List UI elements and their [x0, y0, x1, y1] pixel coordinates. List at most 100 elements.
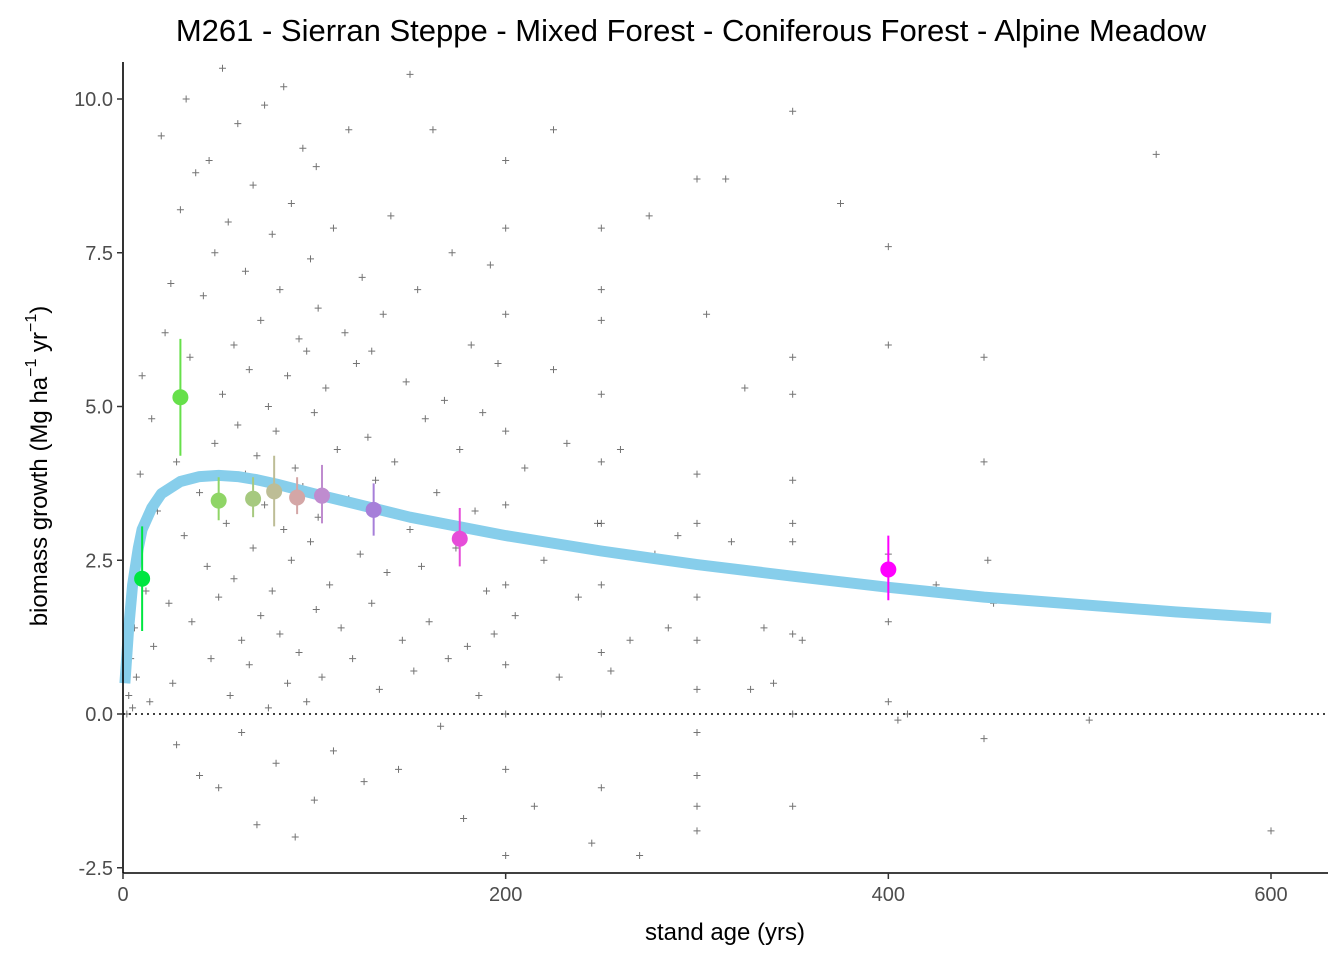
raw-point [770, 679, 778, 687]
mean-point [172, 389, 189, 406]
raw-point [272, 759, 280, 767]
raw-point [980, 458, 988, 466]
raw-point [1085, 716, 1093, 724]
y-axis-title-main: biomass growth (Mg ha [26, 376, 53, 626]
raw-point [307, 255, 315, 263]
raw-point [502, 310, 510, 318]
x-tick-label: 0 [117, 884, 128, 906]
raw-point [312, 605, 320, 613]
raw-point [358, 273, 366, 281]
raw-point [196, 489, 204, 497]
raw-point [284, 372, 292, 380]
raw-point [169, 679, 177, 687]
mean-point [266, 483, 283, 500]
raw-point [295, 649, 303, 656]
raw-point [588, 839, 596, 847]
raw-point [597, 286, 605, 294]
raw-point [272, 427, 280, 435]
raw-point [760, 624, 768, 632]
raw-point [238, 636, 246, 644]
raw-point [249, 544, 257, 552]
axes-layer: -2.5 0.0 2.5 5.0 7.5 10.0 0 200 400 600 [74, 62, 1328, 906]
mean-point [313, 487, 330, 504]
raw-point [502, 224, 510, 232]
raw-point [196, 772, 204, 779]
raw-point [440, 396, 448, 404]
binned-mean [134, 526, 151, 631]
binned-mean [365, 483, 382, 536]
raw-point [421, 415, 429, 423]
raw-point [314, 513, 322, 521]
raw-point [318, 673, 326, 681]
raw-point [241, 267, 249, 275]
y-tick-label: 2.5 [85, 550, 113, 572]
raw-point [264, 403, 272, 410]
raw-point [345, 126, 353, 134]
raw-point [884, 243, 892, 251]
raw-point [574, 593, 582, 601]
raw-point [597, 224, 605, 232]
raw-point [299, 144, 307, 152]
y-axis-title-sup1: −1 [23, 359, 40, 377]
raw-point [521, 464, 529, 472]
binned-means-layer [134, 338, 897, 631]
raw-point [203, 562, 211, 570]
raw-point [502, 661, 510, 669]
raw-point [310, 796, 318, 804]
raw-point [284, 679, 292, 687]
raw-point [502, 501, 510, 509]
raw-point [375, 685, 383, 693]
raw-point [207, 655, 215, 663]
raw-point [215, 593, 223, 601]
raw-point [173, 458, 181, 466]
raw-point [303, 347, 311, 355]
raw-point [664, 624, 672, 632]
binned-mean [172, 338, 189, 456]
raw-point [789, 476, 797, 484]
raw-point [502, 581, 510, 589]
mean-point [134, 570, 151, 587]
raw-point [352, 359, 360, 367]
raw-point [693, 685, 701, 693]
raw-point [550, 126, 557, 134]
raw-point [173, 741, 181, 749]
raw-point [597, 390, 605, 398]
raw-point [261, 101, 269, 109]
raw-point [433, 489, 441, 497]
raw-point [693, 802, 701, 810]
raw-point [483, 587, 491, 595]
y-axis-title-sup2: −1 [23, 314, 40, 332]
raw-point [230, 341, 238, 349]
raw-point [186, 353, 194, 361]
raw-point [383, 569, 391, 577]
raw-point [894, 716, 902, 724]
raw-point [291, 833, 299, 841]
raw-point [486, 261, 494, 269]
raw-point [192, 169, 200, 177]
raw-point [165, 599, 173, 607]
raw-point [511, 612, 519, 620]
raw-point [406, 526, 414, 533]
raw-point [884, 698, 892, 706]
raw-point [368, 599, 376, 607]
raw-point [360, 778, 368, 786]
raw-point [276, 630, 284, 638]
raw-point [597, 458, 605, 466]
x-tick-label: 200 [489, 884, 522, 906]
raw-point [157, 132, 165, 140]
raw-point [280, 526, 288, 533]
binned-mean [266, 455, 283, 527]
raw-point [747, 685, 755, 693]
raw-point [837, 200, 844, 208]
raw-point [789, 390, 797, 398]
raw-point [494, 359, 502, 367]
raw-point [530, 802, 538, 810]
raw-point [287, 200, 295, 208]
raw-point [693, 593, 701, 601]
raw-point [444, 655, 452, 663]
raw-point [555, 673, 563, 681]
raw-point [741, 384, 749, 392]
raw-point [502, 765, 510, 773]
